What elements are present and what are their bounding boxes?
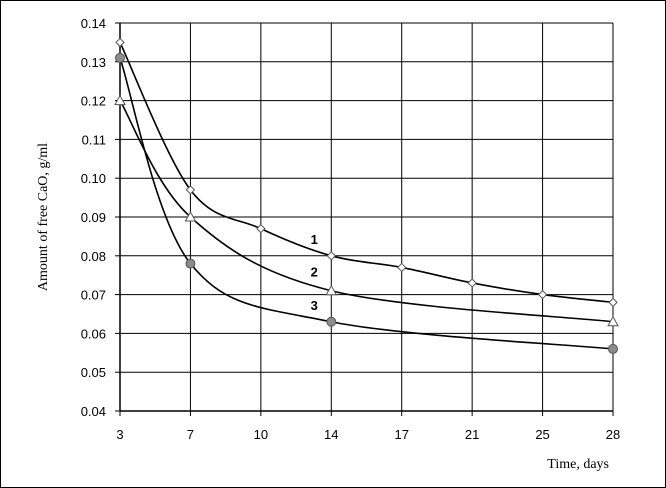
x-tick-label: 10: [254, 427, 268, 442]
series-1-point: [467, 278, 477, 288]
series-2-point: [607, 315, 619, 327]
y-tick-labels: 0.04 0.05 0.06 0.07 0.08 0.09 0.10 0.11 0.12 0.13…: [81, 16, 106, 419]
y-tick-label: 0.13: [81, 55, 106, 70]
x-tick-label: 25: [535, 427, 549, 442]
series-lines: [119, 42, 614, 350]
y-tick-label: 0.07: [81, 288, 106, 303]
series-2-point: [114, 94, 126, 106]
series-1-point: [537, 289, 548, 300]
series-2-point: [325, 284, 338, 296]
y-tick-label: 0.04: [81, 404, 106, 419]
y-tick-label: 0.06: [81, 326, 106, 341]
series-3-point: [608, 343, 618, 354]
series-1-point: [608, 297, 618, 308]
y-tick-label: 0.12: [81, 94, 106, 109]
series-3-label: 3: [311, 298, 318, 313]
series-2-label: 2: [311, 265, 318, 280]
series-1-point: [397, 262, 407, 273]
series-1-label: 1: [311, 232, 318, 247]
series-labels: 1 2 3: [311, 232, 318, 313]
series-1-point: [185, 185, 196, 195]
series-3-point: [326, 316, 337, 327]
x-axis-title: Time, days: [547, 457, 609, 472]
y-tick-label: 0.10: [81, 171, 106, 186]
grid: [119, 22, 614, 412]
x-tick-label: 21: [465, 427, 479, 442]
x-tick-label: 3: [116, 427, 123, 442]
x-tick-labels: 3 7 10 14 17 21 25 28: [116, 427, 620, 442]
series-2-point: [184, 210, 197, 222]
axes: [115, 22, 614, 416]
series-1-point: [256, 223, 266, 234]
x-tick-label: 14: [324, 427, 338, 442]
x-tick-label: 7: [187, 427, 194, 442]
x-tick-label: 28: [606, 427, 620, 442]
series-2-line: [119, 100, 614, 323]
y-tick-label: 0.09: [81, 210, 106, 225]
y-tick-label: 0.11: [82, 132, 106, 147]
series-1-point: [326, 251, 336, 261]
y-axis-title: Amount of free CaO, g/ml: [36, 143, 51, 291]
y-tick-label: 0.08: [81, 249, 106, 264]
series-3-line: [119, 57, 614, 350]
series-1-point: [115, 37, 125, 48]
x-tick-label: 17: [394, 427, 408, 442]
series-markers: [114, 37, 619, 354]
series-3-point: [185, 258, 196, 269]
y-tick-label: 0.05: [81, 365, 106, 380]
series-3-point: [115, 52, 125, 63]
y-tick-label: 0.14: [81, 16, 106, 31]
